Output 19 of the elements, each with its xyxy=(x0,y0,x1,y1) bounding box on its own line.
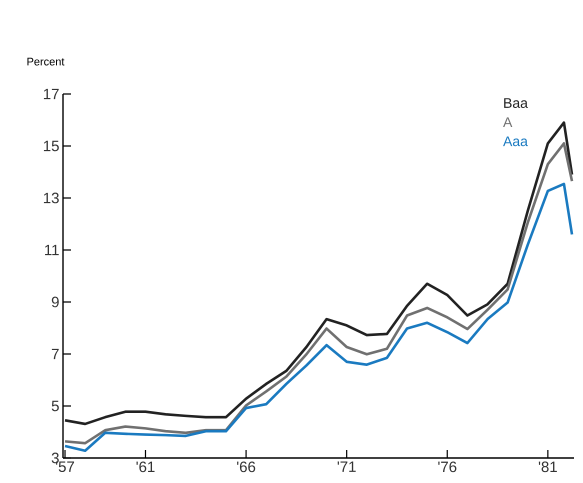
text: Aaa xyxy=(503,136,528,146)
y-tick-label: 5 xyxy=(52,400,59,412)
x-tick-label: '61 xyxy=(136,462,155,472)
y-tick-label: 11 xyxy=(45,244,59,256)
y-tick-label: 15 xyxy=(44,140,59,152)
text: A xyxy=(503,117,512,127)
y-tick-label: 13 xyxy=(44,192,59,204)
y-tick-label: 7 xyxy=(52,348,59,360)
y-axis-title: Percent xyxy=(27,58,64,66)
y-tick-label: 3 xyxy=(52,452,59,464)
x-tick-label: '71 xyxy=(338,462,356,472)
x-tick-label: '66 xyxy=(237,462,256,472)
line-series xyxy=(64,182,574,452)
x-tick-label: '81 xyxy=(538,462,557,472)
x-tick-label: '57 xyxy=(56,462,74,472)
x-tick-label: '76 xyxy=(438,462,456,472)
y-tick-label: 9 xyxy=(52,296,59,308)
y-tick-label: 17 xyxy=(44,88,59,100)
text: Baa xyxy=(504,98,528,108)
